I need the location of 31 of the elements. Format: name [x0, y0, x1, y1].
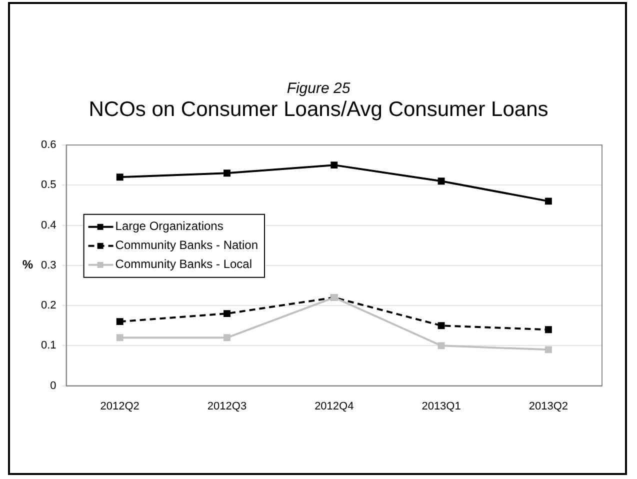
point: [330, 162, 338, 169]
point: [224, 334, 230, 342]
y-tick-label: 0.1: [40, 340, 56, 352]
point: [224, 310, 230, 318]
y-tick-label: 0.2: [40, 300, 56, 312]
legend-label: Community Banks - Local: [115, 257, 252, 272]
chart-title: NCOs on Consumer Loans/Avg Consumer Loans: [88, 98, 550, 122]
legend-label: Community Banks - Nation: [115, 238, 258, 252]
point: [116, 334, 124, 342]
y-tick-label: 0: [50, 380, 56, 392]
point: [544, 346, 552, 354]
x-tick-label: 2012Q3: [207, 400, 247, 412]
x-tick-label: 2013Q2: [528, 400, 568, 412]
point: [438, 342, 445, 350]
y-axis-title: %: [22, 258, 34, 272]
y-tick-label: 0.4: [40, 219, 56, 232]
legend-label: Large Organizations: [115, 219, 224, 234]
point: [438, 178, 445, 185]
y-tick-label: 0.6: [40, 139, 56, 152]
y-tick-label: 0.3: [40, 259, 56, 272]
point: [116, 318, 124, 326]
point: [544, 326, 552, 334]
x-tick-label: 2012Q4: [314, 400, 354, 412]
y-tick-label: 0.5: [40, 179, 56, 192]
x-tick-label: 2013Q1: [422, 400, 461, 412]
point: [224, 170, 230, 177]
x-tick-label: 2012Q2: [100, 400, 140, 412]
point: [116, 174, 124, 181]
point: [544, 198, 552, 205]
point: [438, 322, 445, 330]
chart-subtitle: Figure 25: [286, 80, 352, 97]
